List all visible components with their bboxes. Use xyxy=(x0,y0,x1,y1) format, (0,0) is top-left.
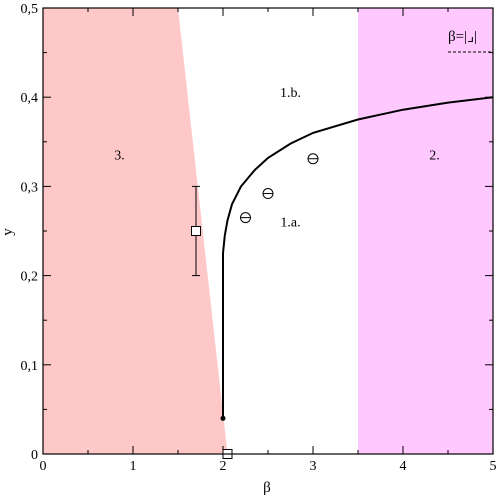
region-label: 2. xyxy=(429,149,440,164)
axes: 0 1 2 3 4 5 0 0,1 0,2 0,3 0,4 0,5 xyxy=(21,2,497,474)
endpoint-dot xyxy=(220,415,226,421)
region-three-shading xyxy=(43,8,228,454)
x-tick-label: 3 xyxy=(310,459,317,474)
x-tick-label: 0 xyxy=(40,459,47,474)
y-tick-label: 0,4 xyxy=(21,91,39,106)
x-axis-label: β xyxy=(263,480,271,496)
y-tick-label: 0,5 xyxy=(21,2,39,17)
x-tick-label: 4 xyxy=(400,459,407,474)
y-tick-label: 0,3 xyxy=(21,180,39,195)
shaded-regions xyxy=(43,8,493,454)
legend: β=|⌟| xyxy=(448,29,492,53)
region-two-shading xyxy=(358,8,493,454)
phase-boundary-curve xyxy=(222,96,494,419)
y-tick-label: 0 xyxy=(31,448,38,463)
region-label: 3. xyxy=(114,149,125,164)
x-tick-label: 5 xyxy=(490,459,497,474)
region-label: 1.b. xyxy=(280,86,301,101)
y-tick-label: 0,2 xyxy=(21,270,39,285)
legend-label: β=|⌟| xyxy=(448,29,477,45)
region-labels: 3. 1.b. 1.a. 2. xyxy=(114,86,440,230)
square-marker xyxy=(191,226,201,236)
y-tick-label: 0,1 xyxy=(21,359,39,374)
x-tick-label: 1 xyxy=(130,459,137,474)
region-label: 1.a. xyxy=(280,216,300,231)
y-axis-label: y xyxy=(0,228,16,236)
x-tick-label: 2 xyxy=(220,459,227,474)
